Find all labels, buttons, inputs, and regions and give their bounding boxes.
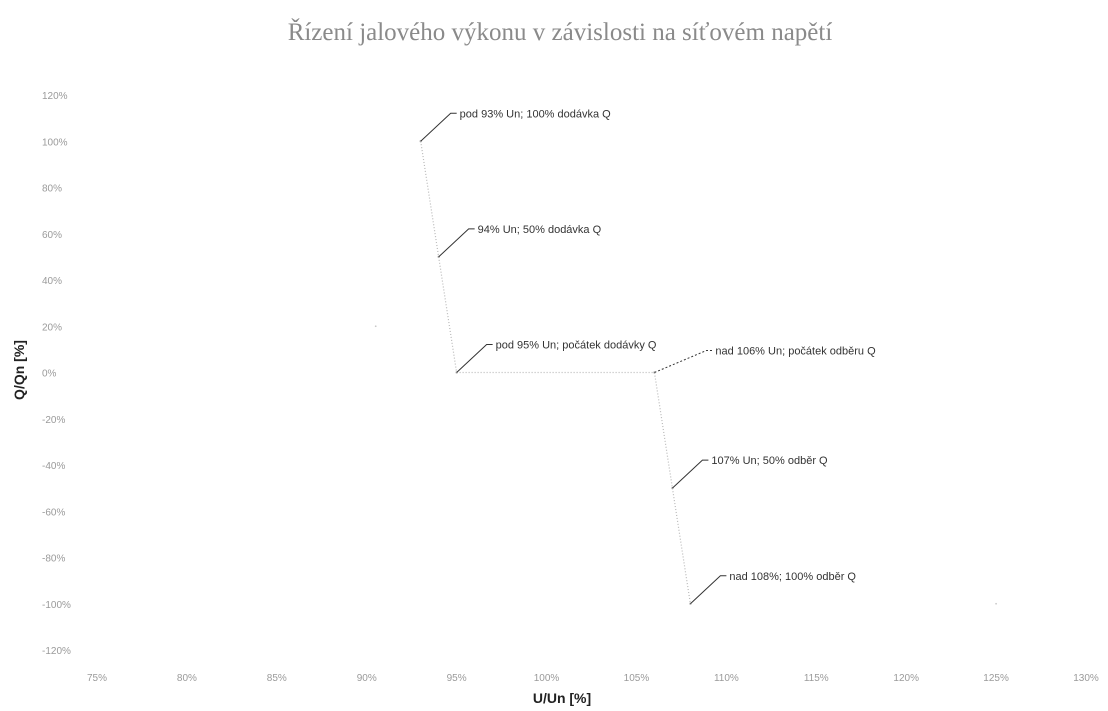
y-tick-label: -80% (42, 554, 65, 565)
y-tick-label: -20% (42, 415, 65, 426)
chart-title: Řízení jalového výkonu v závislosti na s… (288, 18, 833, 46)
y-tick-label: 80% (42, 184, 62, 195)
x-tick-label: 125% (983, 673, 1009, 684)
annotation-leader (672, 459, 709, 489)
y-axis-ticks: 120% 100% 80% 60% 40% 20% 0% -20% -40% -60% -80% -1… (42, 91, 71, 657)
x-axis-ticks: 75% 80% 85% 90% 95% 100% 105% 110% 115% 120% 125% 1… (87, 673, 1099, 684)
y-tick-label: 60% (42, 230, 62, 241)
annotation-label: nad 106% Un; počátek odběru Q (715, 346, 876, 358)
x-tick-label: 90% (357, 673, 377, 684)
y-tick-label: 0% (42, 369, 57, 380)
x-tick-label: 105% (624, 673, 650, 684)
stray-point (374, 325, 377, 328)
y-tick-label: 100% (42, 137, 68, 148)
x-tick-label: 95% (447, 673, 467, 684)
y-tick-label: -40% (42, 461, 65, 472)
y-tick-label: 20% (42, 322, 62, 333)
annotations: pod 93% Un; 100% dodávka Q 94% Un; 50% do… (420, 108, 876, 605)
x-tick-label: 130% (1073, 673, 1099, 684)
annotation-label: pod 95% Un; počátek dodávky Q (496, 340, 657, 352)
annotation-label: 94% Un; 50% dodávka Q (478, 224, 602, 236)
x-tick-label: 80% (177, 673, 197, 684)
plot-area (374, 140, 997, 605)
y-tick-label: 120% (42, 91, 68, 102)
x-tick-label: 120% (893, 673, 919, 684)
annotation-label: nad 108%; 100% odběr Q (729, 571, 856, 583)
x-tick-label: 110% (714, 673, 739, 684)
series-line (420, 141, 691, 604)
y-tick-label: -120% (42, 646, 71, 657)
stray-point (995, 602, 997, 605)
y-axis-label: Q/Qn [%] (11, 340, 27, 400)
annotation-leader (654, 350, 713, 373)
annotation-leader (438, 228, 475, 258)
x-tick-label: 75% (87, 673, 107, 684)
y-tick-label: -60% (42, 507, 65, 518)
y-tick-label: 40% (42, 276, 62, 287)
annotation-leader (420, 112, 457, 142)
y-tick-label: -100% (42, 600, 71, 611)
x-tick-label: 100% (534, 673, 560, 684)
annotation-leader (456, 344, 493, 373)
annotation-label: pod 93% Un; 100% dodávka Q (460, 108, 611, 120)
x-tick-label: 115% (804, 673, 829, 684)
x-axis-label: U/Un [%] (533, 690, 591, 706)
x-tick-label: 85% (267, 673, 287, 684)
annotation-label: 107% Un; 50% odběr Q (711, 455, 828, 467)
annotation-leader (690, 575, 727, 605)
